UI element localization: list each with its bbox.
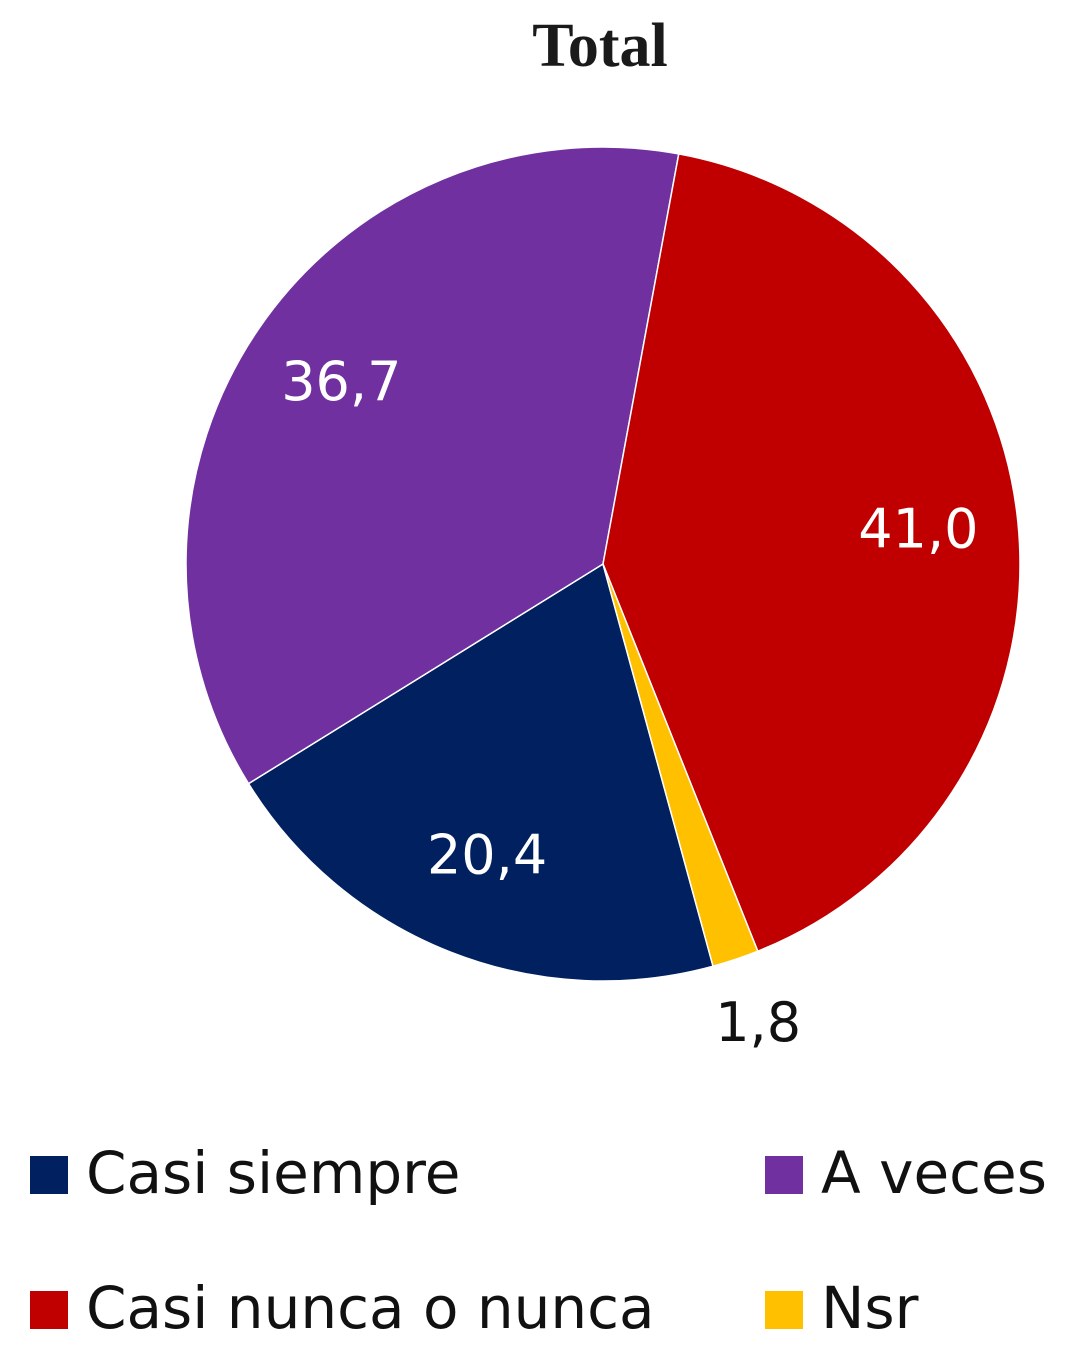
chart-title: Total xyxy=(532,12,668,80)
legend-swatch xyxy=(765,1291,803,1329)
legend-swatch xyxy=(30,1291,68,1329)
pie-slice xyxy=(602,563,759,968)
legend-label: Casi nunca o nunca xyxy=(86,1274,655,1342)
value-label: 36,7 xyxy=(281,350,401,413)
legend-swatch xyxy=(30,1156,68,1194)
value-label: 41,0 xyxy=(858,497,978,560)
pie-slice xyxy=(602,153,1021,953)
legend-label: Nsr xyxy=(821,1274,919,1342)
pie-slice xyxy=(185,146,680,785)
legend-label: Casi siempre xyxy=(86,1139,460,1207)
legend-swatch xyxy=(765,1156,803,1194)
legend-label: A veces xyxy=(821,1139,1047,1207)
pie-slice xyxy=(247,562,714,982)
value-label: 20,4 xyxy=(427,824,547,887)
value-label: 1,8 xyxy=(715,991,801,1054)
